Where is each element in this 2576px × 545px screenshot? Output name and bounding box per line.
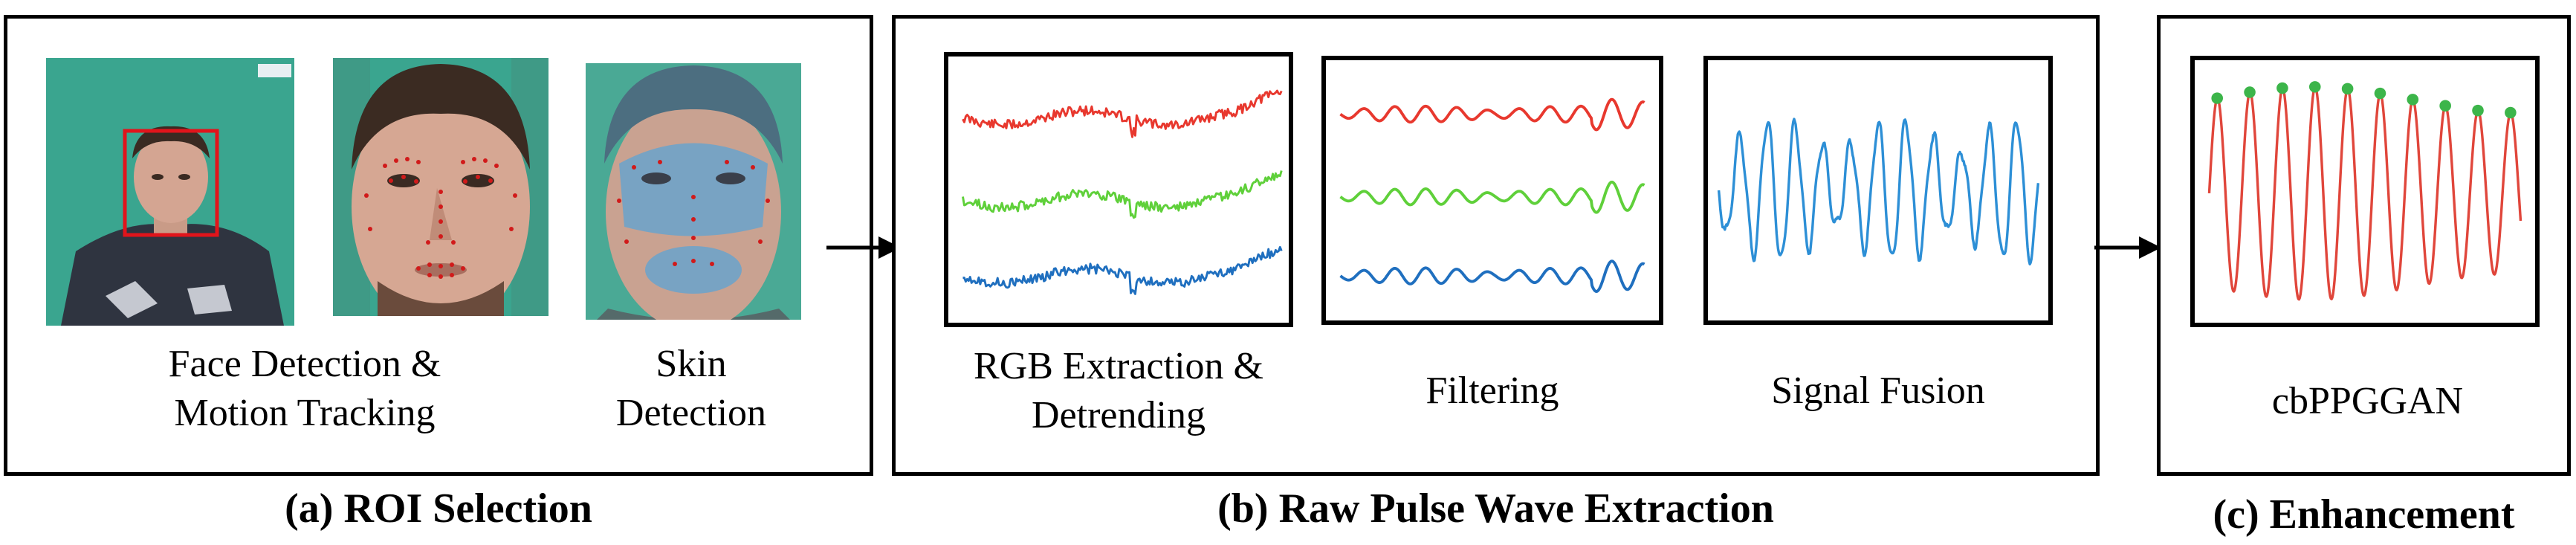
arrow-right-icon	[826, 236, 901, 259]
caption-signal-fusion: Signal Fusion	[1771, 370, 1985, 412]
roi-selection-panel: Face Detection & Motion Tracking Skin De…	[4, 15, 873, 476]
fused-signal-plot	[1703, 56, 2053, 325]
caption-rgb-extraction: RGB Extraction & Detrending	[925, 342, 1312, 440]
landmark-tracking-photo	[333, 58, 548, 316]
caption-face-line1: Face Detection &	[168, 343, 441, 385]
stage-c-title: (c) Enhancement	[2213, 491, 2515, 538]
green-filtered-trace	[1339, 180, 1645, 214]
systolic-peak-marker	[2276, 82, 2288, 94]
systolic-peak-marker	[2341, 83, 2354, 95]
blue-filtered-trace	[1339, 259, 1645, 293]
caption-rgb-line2: Detrending	[1032, 394, 1206, 436]
rgb-signals-plot	[944, 52, 1293, 327]
systolic-peak-marker	[2472, 104, 2484, 117]
landmark-points	[364, 157, 517, 279]
caption-cbppggan: cbPPGGAN	[2271, 380, 2464, 422]
caption-face-detection: Face Detection & Motion Tracking	[119, 340, 491, 438]
enhanced-signal-plot	[2190, 56, 2540, 327]
systolic-peak-marker	[2244, 86, 2256, 98]
skin-detection-photo	[586, 63, 801, 320]
caption-rgb-line1: RGB Extraction &	[974, 345, 1263, 387]
systolic-peak-marker	[2439, 100, 2451, 112]
enhancement-panel: cbPPGGAN	[2157, 15, 2571, 476]
enhanced-ppg-trace	[2207, 86, 2522, 301]
raw-pulse-extraction-panel: RGB Extraction & Detrending Filtering Si…	[892, 15, 2100, 476]
stage-a-title: (a) ROI Selection	[285, 486, 592, 532]
caption-skin-detection: Skin Detection	[565, 340, 818, 438]
green-channel-trace	[962, 170, 1283, 219]
skin-mask-image	[586, 63, 801, 320]
systolic-peak-marker	[2505, 106, 2517, 119]
systolic-peak-marker	[2407, 94, 2419, 106]
caption-filtering: Filtering	[1425, 370, 1559, 412]
caption-skin-line2: Detection	[615, 392, 767, 434]
fused-signal-trace	[1717, 117, 2040, 265]
systolic-peak-marker	[2211, 92, 2224, 104]
landmark-image	[333, 58, 548, 316]
blue-channel-trace	[962, 245, 1283, 295]
systolic-peak-marker	[2374, 87, 2386, 100]
face-detection-image	[46, 58, 294, 326]
systolic-peak-marker	[2308, 81, 2321, 93]
stage-b-title: (b) Raw Pulse Wave Extraction	[1217, 486, 1774, 532]
caption-face-line2: Motion Tracking	[174, 392, 436, 434]
red-filtered-trace	[1339, 97, 1645, 132]
face-detection-photo	[46, 58, 294, 326]
red-channel-trace	[962, 89, 1283, 138]
arrow-right-icon	[2094, 236, 2161, 259]
caption-skin-line1: Skin	[656, 343, 727, 385]
filtered-signals-plot	[1321, 56, 1663, 325]
